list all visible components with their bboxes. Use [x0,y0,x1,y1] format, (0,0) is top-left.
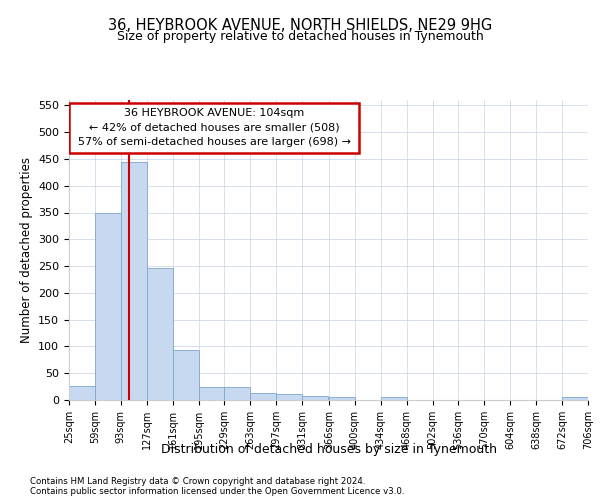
Bar [250,392,276,400]
Bar [69,386,95,400]
Bar [70,102,359,152]
Bar [95,212,121,400]
Bar [199,386,224,400]
Text: Distribution of detached houses by size in Tynemouth: Distribution of detached houses by size … [161,442,497,456]
Bar [302,396,328,400]
Bar [562,398,588,400]
Bar [173,350,199,400]
Text: Contains HM Land Registry data © Crown copyright and database right 2024.: Contains HM Land Registry data © Crown c… [30,478,365,486]
Bar [224,386,250,400]
Text: Contains public sector information licensed under the Open Government Licence v3: Contains public sector information licen… [30,488,404,496]
Bar [329,397,355,400]
Text: ← 42% of detached houses are smaller (508): ← 42% of detached houses are smaller (50… [89,122,340,132]
Bar [276,394,302,400]
Bar [381,398,407,400]
Bar [121,162,147,400]
Bar [147,268,173,400]
Text: Size of property relative to detached houses in Tynemouth: Size of property relative to detached ho… [116,30,484,43]
Y-axis label: Number of detached properties: Number of detached properties [20,157,32,343]
Text: 36 HEYBROOK AVENUE: 104sqm: 36 HEYBROOK AVENUE: 104sqm [124,108,304,118]
Text: 36, HEYBROOK AVENUE, NORTH SHIELDS, NE29 9HG: 36, HEYBROOK AVENUE, NORTH SHIELDS, NE29… [108,18,492,32]
Text: 57% of semi-detached houses are larger (698) →: 57% of semi-detached houses are larger (… [78,137,351,147]
